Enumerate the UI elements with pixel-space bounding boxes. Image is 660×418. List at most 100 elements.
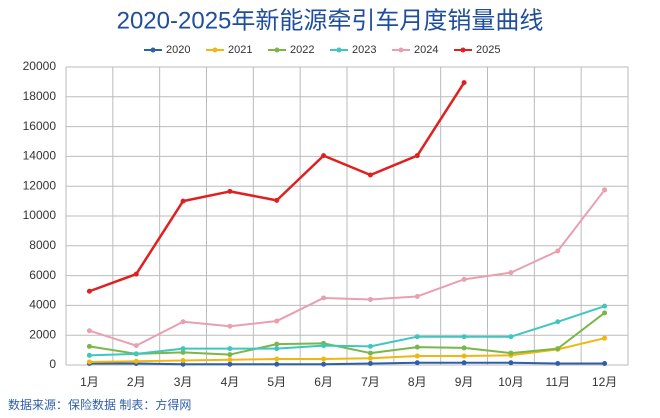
data-point [180,361,186,367]
data-point [367,296,373,302]
data-point [227,323,233,329]
data-point [321,356,327,362]
legend-marker [212,47,218,53]
data-point [180,358,186,364]
data-point [86,352,92,358]
series-line [89,189,606,347]
data-point [227,357,233,363]
data-point [86,343,92,349]
x-tick-label: 1月 [80,375,99,389]
legend-marker [150,47,156,53]
data-point [274,356,280,362]
data-point [508,334,514,340]
data-point [414,360,420,366]
data-point [555,346,561,352]
x-tick-label: 10月 [498,375,523,389]
legend-label: 2025 [476,44,500,56]
legend-label: 2021 [228,44,252,56]
y-tick-label: 20000 [23,59,57,73]
data-point [274,346,280,352]
data-point [602,361,608,367]
y-tick-label: 16000 [23,119,57,133]
data-point [321,361,327,367]
data-point [227,346,233,352]
data-point [555,319,561,325]
data-point [86,328,92,334]
data-point [274,197,280,203]
data-point [321,153,327,159]
data-point [414,344,420,350]
series-line [89,361,605,366]
data-point [180,349,186,355]
data-point [602,310,608,316]
data-point [227,352,233,358]
data-point [321,343,327,349]
series-line [89,305,605,357]
data-point [133,351,139,357]
x-tick-label: 5月 [267,375,286,389]
data-point [602,187,608,193]
legend-label: 2024 [414,44,438,56]
y-tick-label: 10000 [23,208,57,222]
x-tick-label: 11月 [546,375,570,389]
data-point [414,353,420,359]
data-point [86,359,92,365]
data-point [602,303,608,309]
x-tick-label: 3月 [174,375,193,389]
data-point [274,318,280,324]
data-point [274,361,280,367]
legend-marker [460,47,466,53]
y-tick-label: 18000 [23,89,57,103]
data-point [461,334,467,340]
legend-label: 2020 [166,44,190,56]
data-point [133,343,139,349]
data-point [461,360,467,366]
legend-marker [398,47,404,53]
data-point [508,270,514,276]
data-point [367,355,373,361]
data-point [367,172,373,178]
data-point [367,350,373,356]
data-point [180,346,186,352]
data-point [414,334,420,340]
series-line [89,312,606,356]
y-tick-label: 0 [49,357,56,371]
data-point [274,341,280,347]
data-point [508,360,514,366]
data-point [180,319,186,325]
chart-title: 2020-2025年新能源牵引车月度销量曲线 [117,7,544,34]
x-tick-label: 9月 [455,375,474,389]
legend-label: 2022 [290,44,314,56]
data-point [227,361,233,367]
y-tick-label: 12000 [23,178,57,192]
x-tick-label: 12月 [592,375,617,389]
data-point [461,353,467,359]
x-tick-label: 7月 [361,375,380,389]
source-note: 数据来源：保险数据 制表：方得网 [8,397,191,412]
legend-label: 2023 [352,44,376,56]
data-point [133,271,139,277]
data-point [227,188,233,194]
x-tick-label: 2月 [127,375,146,389]
y-tick-label: 4000 [29,298,56,312]
data-point [321,295,327,301]
data-point [555,248,561,254]
legend-marker [274,47,280,53]
y-tick-label: 6000 [29,268,56,282]
data-point [414,153,420,159]
data-point [414,293,420,299]
y-tick-label: 2000 [29,327,56,341]
data-point [461,276,467,282]
x-tick-label: 4月 [221,375,240,389]
data-point [461,345,467,351]
data-point [367,343,373,349]
data-point [86,288,92,294]
series-line [89,337,605,364]
data-point [180,198,186,204]
y-tick-label: 14000 [23,149,57,163]
legend-marker [336,47,342,53]
data-point [602,335,608,341]
x-tick-label: 6月 [314,375,333,389]
